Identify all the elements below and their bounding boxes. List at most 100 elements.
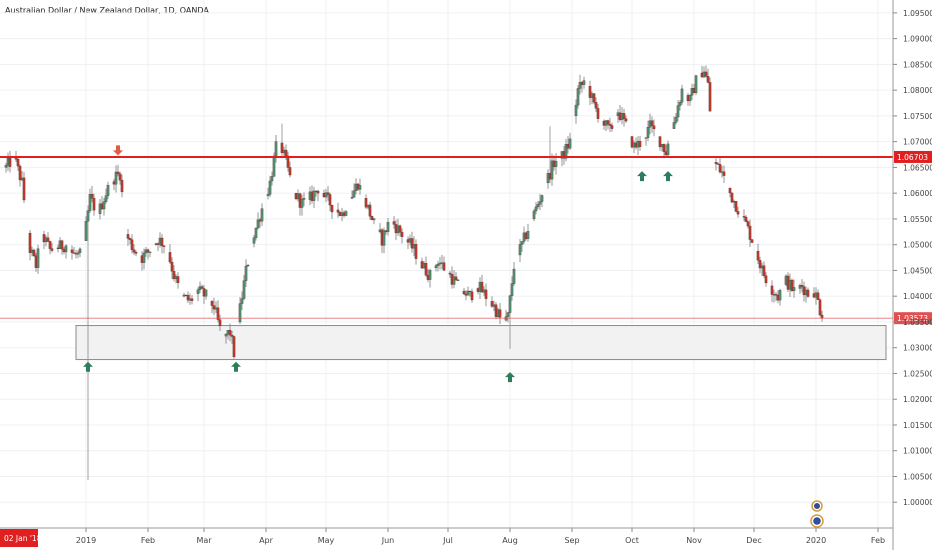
x-tick-label: Oct [625, 536, 639, 545]
candle-body [8, 158, 12, 167]
candle-body [28, 232, 32, 253]
y-tick-label: 1.08500 [903, 60, 932, 69]
candle-body [448, 272, 452, 275]
candle-body [816, 292, 820, 300]
candle-body [630, 136, 634, 148]
candle-body [744, 216, 748, 222]
candle-body [672, 122, 676, 129]
candle-body [196, 289, 200, 294]
candle-body [610, 125, 614, 129]
candle-body [358, 185, 362, 190]
candle-body [368, 204, 372, 217]
candle-body [142, 252, 146, 263]
candle-body [644, 137, 648, 139]
candle-body [134, 252, 138, 254]
candle-body [312, 190, 316, 201]
candle-body [456, 279, 460, 281]
candle-body [130, 239, 134, 250]
candle-body [102, 201, 106, 210]
candle-body [316, 190, 320, 194]
candle-body [480, 281, 484, 293]
candle-body [190, 298, 194, 301]
x-tick-label: Dec [746, 536, 761, 545]
candle-body [728, 187, 732, 194]
candle-body [244, 265, 248, 281]
candle-body [330, 204, 334, 213]
y-tick-label: 1.00000 [903, 498, 932, 507]
candle-body [608, 123, 612, 126]
candle-body [84, 221, 88, 241]
candle-body [350, 197, 354, 199]
candle-body [764, 275, 768, 284]
event-icons[interactable] [810, 500, 824, 528]
candle-body [302, 198, 306, 200]
candle-body [536, 204, 540, 208]
candle-body [284, 149, 288, 157]
candle-body [532, 210, 536, 220]
y-tick-label: 1.06500 [903, 163, 932, 172]
candle-body [328, 194, 332, 206]
candle-body [716, 163, 720, 165]
candle-body [410, 238, 414, 249]
candle-body [176, 276, 180, 283]
candle-body [392, 221, 396, 225]
candle-body [414, 244, 418, 259]
candle-body [818, 299, 822, 316]
y-tick-label: 1.02500 [903, 369, 932, 378]
candle-body [756, 250, 760, 261]
y-tick-label: 1.03000 [903, 344, 932, 353]
candle-body [386, 221, 390, 233]
candle-body [116, 171, 120, 174]
candle-body [748, 225, 752, 240]
support-zone-box [75, 325, 887, 361]
candle-body [148, 251, 152, 253]
candle-body [186, 295, 190, 301]
candle-body [424, 263, 428, 276]
candle-body [22, 177, 26, 201]
candle-body [436, 263, 440, 266]
candle-body [352, 190, 356, 198]
candle-body [400, 231, 404, 237]
candle-body [272, 155, 276, 177]
candle-body [792, 287, 796, 291]
candle-body [106, 185, 110, 196]
candle-body [268, 180, 272, 195]
candle-body [48, 241, 52, 249]
candle-body [92, 198, 96, 211]
candle-body [750, 239, 754, 243]
candle-body [554, 161, 558, 167]
y-tick-label: 1.05000 [903, 241, 932, 250]
candle-body [372, 218, 376, 221]
candle-body [578, 82, 582, 89]
arrow-up-icon [637, 171, 647, 182]
candle-body [286, 155, 290, 168]
y-tick-label: 1.07000 [903, 138, 932, 147]
candle-body [704, 71, 708, 77]
candle-body [534, 206, 538, 212]
candle-body [162, 245, 166, 247]
candle-body [230, 334, 234, 337]
candle-body [126, 234, 130, 239]
candle-body [168, 252, 172, 263]
candle-body [574, 104, 578, 117]
candle-body [730, 192, 734, 203]
candle-body [666, 143, 670, 156]
newzealand-flag-icon-inner [813, 517, 821, 525]
candle-body [678, 102, 682, 106]
candle-body [490, 301, 494, 307]
candle-body [170, 261, 174, 272]
candle-body [758, 260, 762, 269]
candle-body [118, 173, 122, 181]
candle-body [662, 144, 666, 152]
candle-body [770, 285, 774, 295]
candle-body [510, 283, 514, 296]
candle-body [778, 290, 782, 301]
candle-body [798, 285, 802, 289]
arrow-up-icon [505, 372, 515, 383]
candle-body [288, 167, 292, 176]
chart-title: Australian Dollar / New Zealand Dollar, … [5, 6, 209, 15]
candle-body [260, 208, 264, 222]
resistance-label-bg [894, 150, 932, 163]
